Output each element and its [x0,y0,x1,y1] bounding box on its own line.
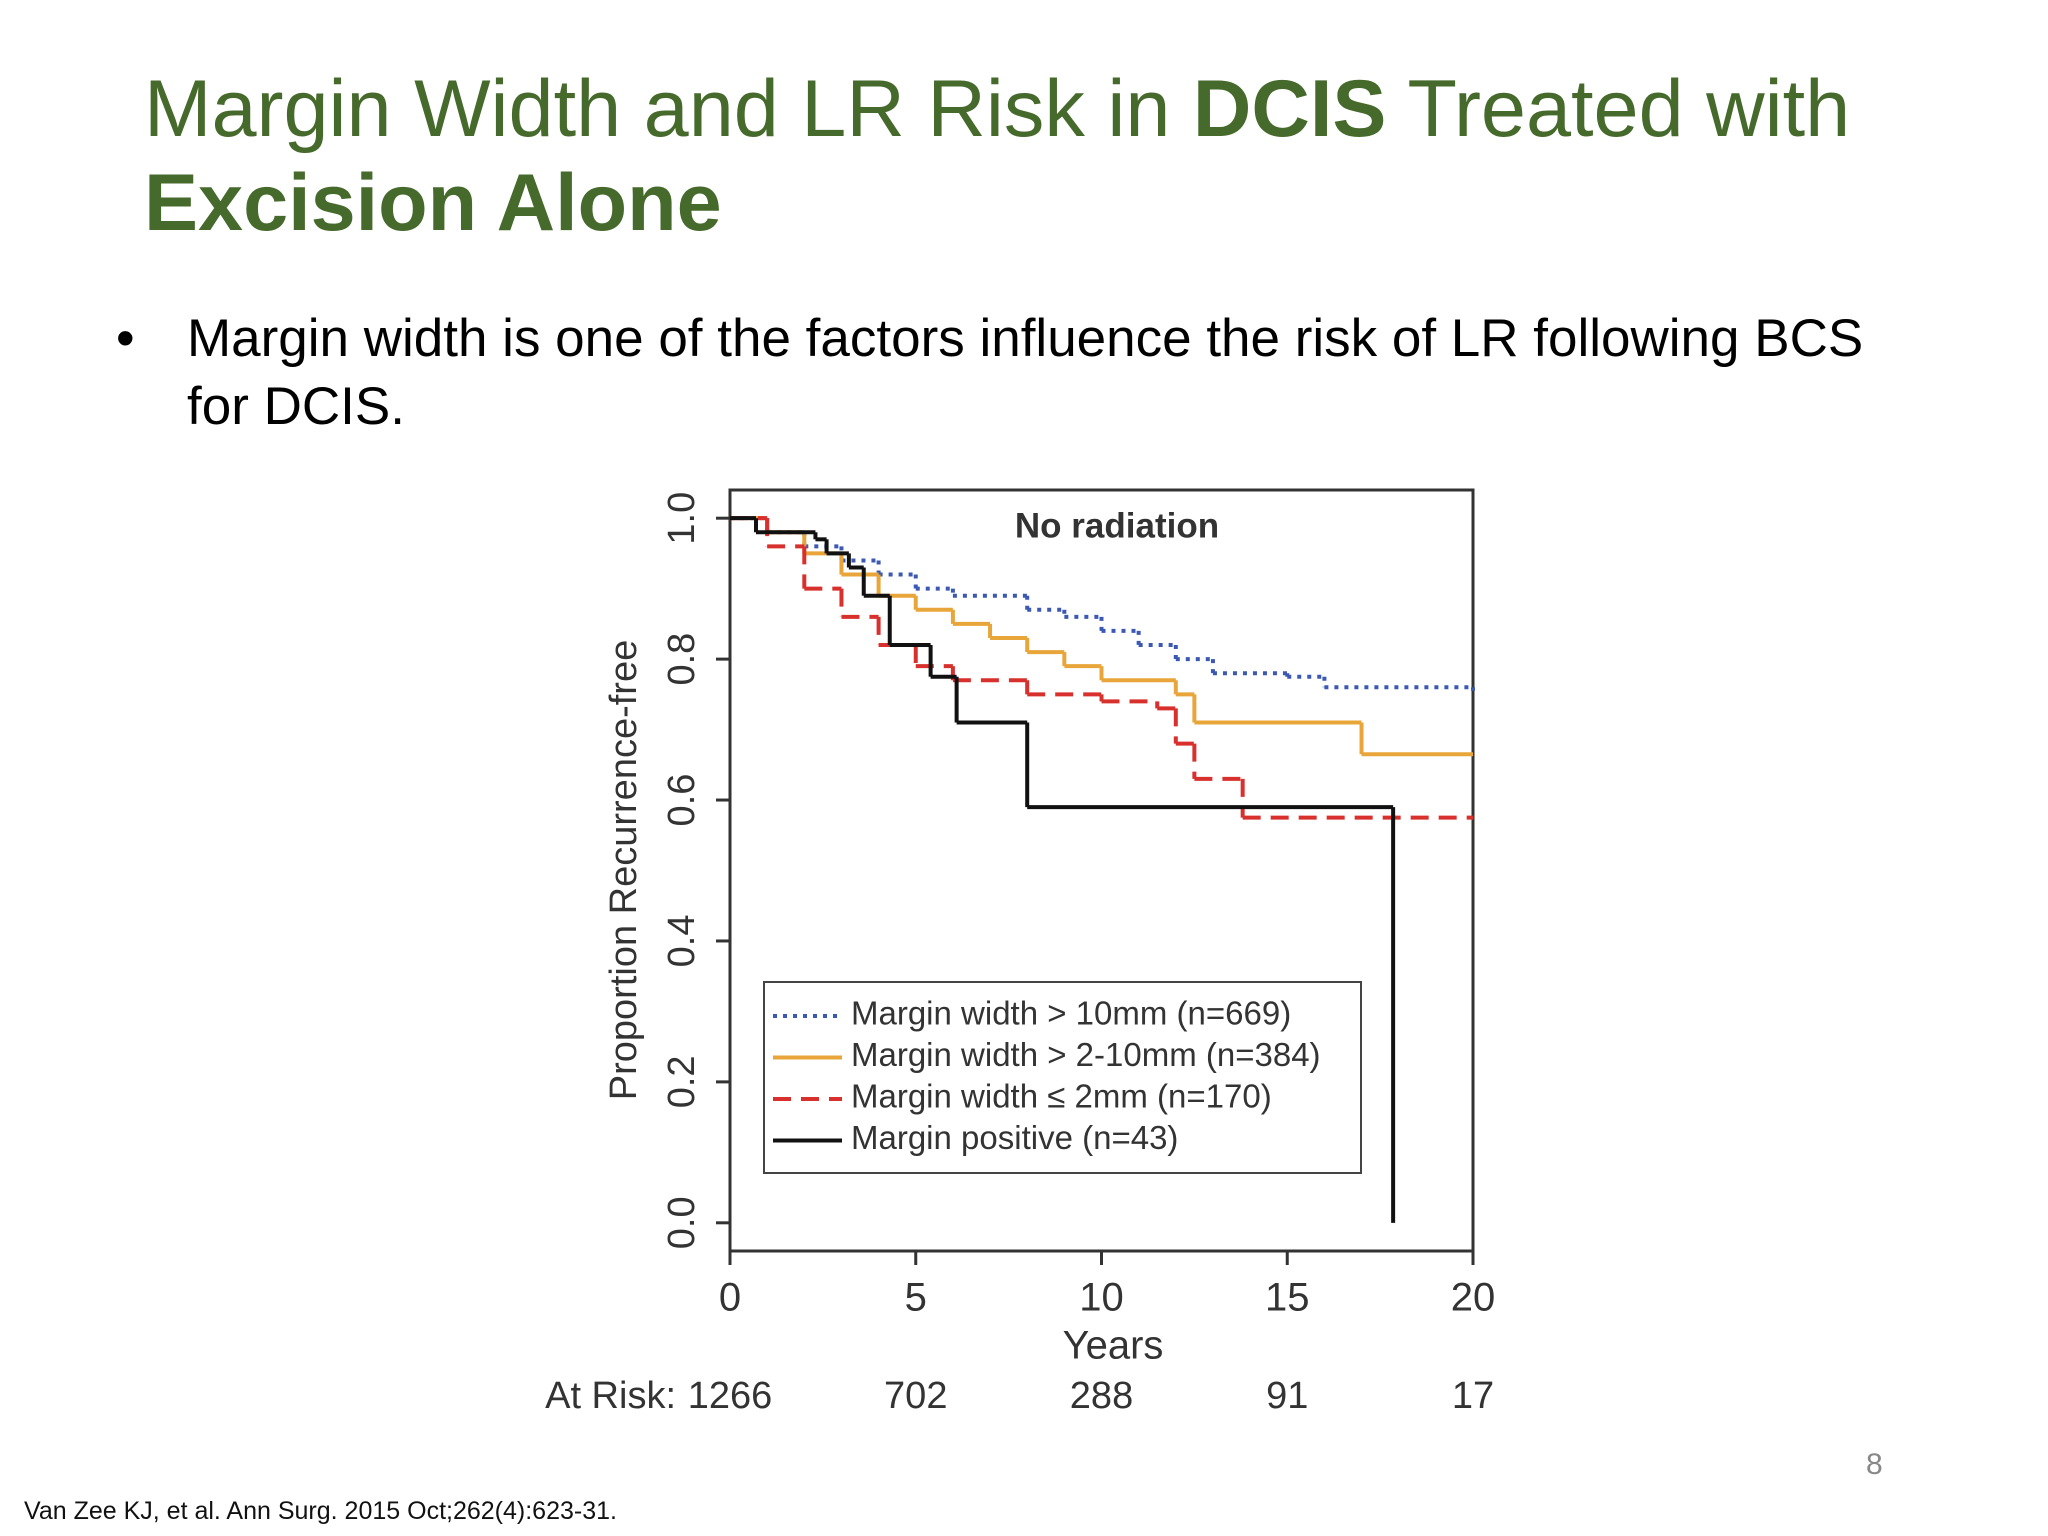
y-axis-label: Proportion Recurrence-free [603,640,645,1100]
x-tick-label: 5 [905,1276,927,1320]
legend-label: Margin width > 10mm (n=669) [851,995,1291,1032]
title-text: Margin Width and LR Risk in [144,64,1171,154]
legend-label: Margin positive (n=43) [851,1119,1178,1156]
y-tick-label: 0.8 [661,633,703,686]
slide-title: Margin Width and LR Risk in DCIS Treated… [144,62,1850,250]
bullet-text: Margin width is one of the factors influ… [187,309,1864,436]
y-tick-label: 0.6 [661,774,703,827]
title-bold: Excision Alone [144,158,722,248]
x-tick-label: 20 [1451,1276,1496,1320]
x-tick-label: 15 [1265,1276,1310,1320]
y-tick-label: 1.0 [661,492,703,545]
title-bold: DCIS [1192,64,1387,154]
x-tick-label: 10 [1079,1276,1124,1320]
y-tick-label: 0.4 [661,915,703,968]
legend-label: Margin width ≤ 2mm (n=170) [851,1078,1272,1115]
title-text: Treated with [1407,64,1851,154]
annotation: No radiation [1015,506,1219,545]
at-risk-value: 1266 [688,1375,773,1417]
at-risk-value: 91 [1266,1375,1308,1417]
page-number: 8 [1866,1448,1883,1481]
at-risk-value: 288 [1070,1375,1133,1417]
x-axis-label: Years [1063,1324,1164,1368]
at-risk-value: 702 [884,1375,947,1417]
bullet-item: • Margin width is one of the factors infl… [116,305,1876,441]
y-tick-label: 0.2 [661,1055,703,1108]
bullet-dot: • [116,309,135,368]
y-tick-label: 0.0 [661,1196,703,1249]
at-risk-value: 17 [1452,1375,1494,1417]
at-risk-label: At Risk: [545,1375,676,1417]
legend-box [763,981,1362,1174]
x-tick-label: 0 [719,1276,741,1320]
legend-label: Margin width > 2-10mm (n=384) [851,1036,1321,1073]
citation: Van Zee KJ, et al. Ann Surg. 2015 Oct;26… [24,1497,617,1525]
